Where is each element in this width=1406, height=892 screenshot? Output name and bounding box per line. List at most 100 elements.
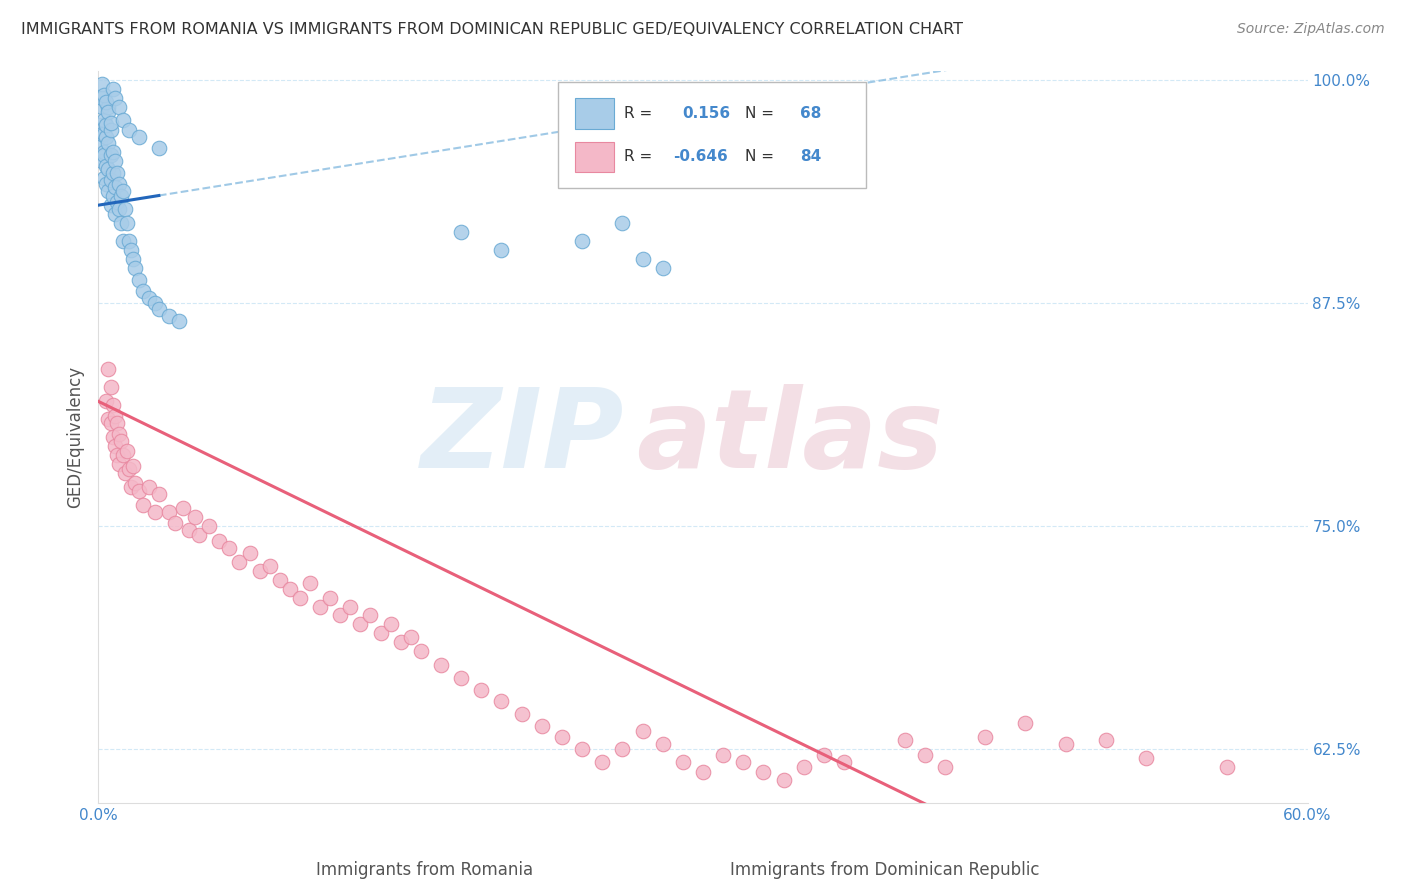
Point xyxy=(91,100,114,114)
Point xyxy=(138,480,160,494)
Point xyxy=(101,398,124,412)
Point xyxy=(107,457,129,471)
Point xyxy=(96,394,118,409)
Point xyxy=(1054,737,1077,751)
Point xyxy=(934,760,956,774)
Point xyxy=(97,162,120,177)
Point xyxy=(96,159,118,173)
Point xyxy=(111,234,134,248)
Point xyxy=(172,501,194,516)
Point xyxy=(631,724,654,739)
Point xyxy=(91,153,114,168)
Point xyxy=(157,505,180,519)
Point xyxy=(249,564,271,578)
Y-axis label: GED/Equivalency: GED/Equivalency xyxy=(66,366,84,508)
Point xyxy=(319,591,342,605)
FancyBboxPatch shape xyxy=(575,142,613,172)
Point xyxy=(96,177,118,191)
Point xyxy=(121,252,143,266)
Point xyxy=(148,301,170,316)
Point xyxy=(188,528,211,542)
Point xyxy=(813,747,835,762)
Point xyxy=(278,582,301,596)
Point xyxy=(138,291,160,305)
Point xyxy=(132,284,155,298)
Point xyxy=(450,671,472,685)
Point xyxy=(163,516,186,530)
Point xyxy=(409,644,432,658)
Point xyxy=(101,430,124,444)
Point xyxy=(111,184,134,198)
Point xyxy=(121,458,143,473)
Point xyxy=(450,225,472,239)
Point xyxy=(103,153,125,168)
Point xyxy=(110,189,132,203)
Point xyxy=(184,510,207,524)
Point xyxy=(93,87,115,102)
Point xyxy=(128,273,150,287)
Point xyxy=(118,462,141,476)
Point xyxy=(91,91,114,105)
Point xyxy=(124,476,146,491)
Point xyxy=(124,260,146,275)
Point xyxy=(101,82,124,96)
Point xyxy=(612,742,634,756)
Point xyxy=(612,216,634,230)
Point xyxy=(128,483,150,498)
Point xyxy=(299,576,322,591)
Point xyxy=(157,309,180,323)
Point xyxy=(103,91,125,105)
Point xyxy=(914,747,936,762)
Point xyxy=(228,555,250,569)
Point xyxy=(100,380,122,394)
Text: N =: N = xyxy=(745,150,779,164)
Point xyxy=(101,189,124,203)
Point xyxy=(93,171,115,186)
Point xyxy=(100,148,122,162)
Point xyxy=(1135,751,1157,765)
Point xyxy=(103,180,125,194)
Point xyxy=(288,591,311,605)
Point xyxy=(491,243,513,257)
Text: atlas: atlas xyxy=(637,384,943,491)
Point xyxy=(114,202,136,216)
Point xyxy=(329,608,352,623)
FancyBboxPatch shape xyxy=(558,82,866,188)
Point xyxy=(110,434,132,448)
Point xyxy=(128,130,150,145)
Text: -0.646: -0.646 xyxy=(673,150,727,164)
Point xyxy=(115,444,138,458)
Text: IMMIGRANTS FROM ROMANIA VS IMMIGRANTS FROM DOMINICAN REPUBLIC GED/EQUIVALENCY CO: IMMIGRANTS FROM ROMANIA VS IMMIGRANTS FR… xyxy=(21,22,963,37)
Point xyxy=(118,234,141,248)
Point xyxy=(591,755,613,769)
Point xyxy=(711,747,734,762)
Point xyxy=(105,448,128,462)
Point xyxy=(111,112,134,127)
Point xyxy=(651,737,673,751)
Point xyxy=(259,558,281,573)
Point xyxy=(239,546,262,560)
Point xyxy=(198,519,221,533)
Point xyxy=(349,617,371,632)
Point xyxy=(148,487,170,501)
Point xyxy=(103,439,125,453)
Point xyxy=(370,626,392,640)
Point xyxy=(733,755,755,769)
Point xyxy=(752,765,775,780)
Point xyxy=(107,177,129,191)
Point xyxy=(118,123,141,137)
Point xyxy=(143,505,166,519)
Point xyxy=(339,599,361,614)
Point xyxy=(93,145,115,159)
Point xyxy=(672,755,695,769)
Point xyxy=(399,630,422,644)
Point xyxy=(97,362,120,376)
Point xyxy=(218,541,240,555)
Point xyxy=(631,252,654,266)
Point xyxy=(100,123,122,137)
Point xyxy=(100,173,122,187)
Point xyxy=(120,480,142,494)
Point xyxy=(360,608,382,623)
Point xyxy=(530,719,553,733)
Point xyxy=(772,772,794,787)
